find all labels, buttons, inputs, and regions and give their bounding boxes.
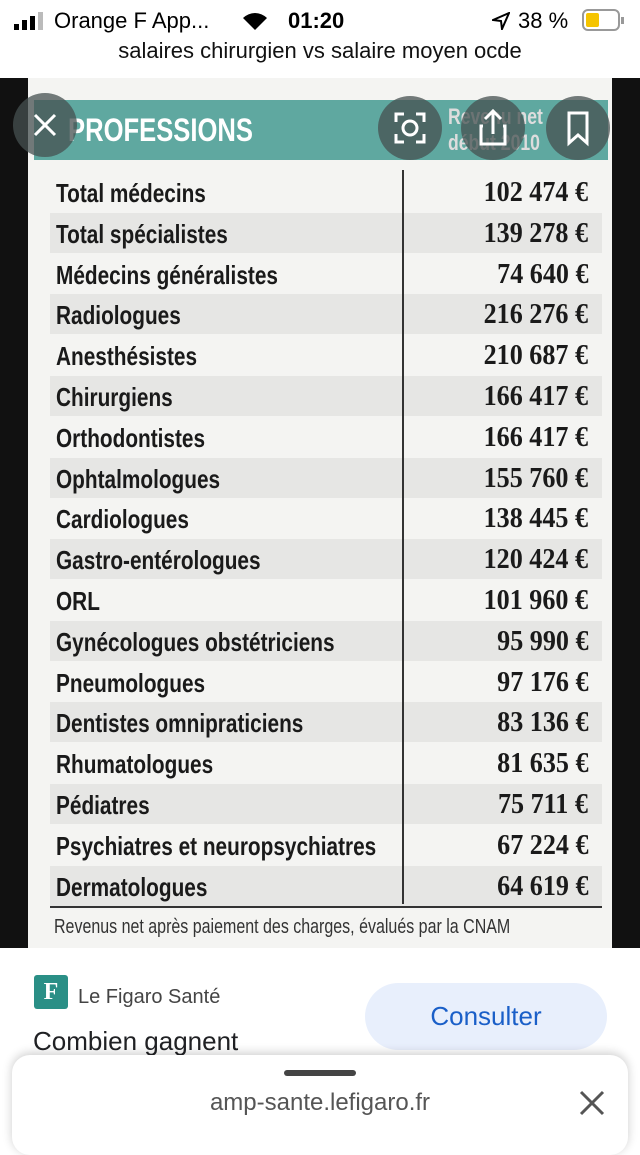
image-viewer: PROFESSIONS Revenu net début 2010 Total …	[0, 78, 640, 948]
table-row: Pédiatres 75 711 €	[50, 784, 602, 824]
close-button[interactable]	[13, 93, 77, 157]
table-row: Orthodontistes 166 417 €	[50, 417, 602, 457]
drag-handle	[284, 1070, 356, 1076]
profession: Total médecins	[56, 178, 206, 208]
signal-icon	[14, 12, 43, 30]
income: 83 136 €	[496, 706, 588, 739]
profession: Gastro-entérologues	[56, 545, 261, 576]
table-row: Rhumatologues 81 635 €	[50, 743, 602, 783]
profession: Orthodontistes	[56, 422, 206, 453]
table-row: Anesthésistes 210 687 €	[50, 335, 602, 375]
battery-level: 38 %	[518, 8, 569, 33]
consult-button[interactable]: Consulter	[365, 983, 607, 1050]
table-row: Ophtalmologues 155 760 €	[50, 457, 602, 498]
site-logo: F	[34, 975, 68, 1009]
table-row: Radiologues 216 276 €	[50, 294, 602, 335]
clock: 01:20	[288, 8, 345, 33]
income: 81 635 €	[496, 747, 588, 780]
income: 74 640 €	[496, 257, 588, 290]
status-bar: Orange F App... 01:20 38 %	[0, 0, 640, 40]
lens-button[interactable]	[378, 96, 442, 160]
income: 97 176 €	[496, 665, 588, 698]
table-rule	[50, 906, 602, 908]
table-row: Dermatologues 64 619 €	[50, 865, 602, 906]
profession: ORL	[56, 586, 100, 616]
table-row: Cardiologues 138 445 €	[50, 498, 602, 538]
table-image: PROFESSIONS Revenu net début 2010 Total …	[28, 78, 612, 948]
share-button[interactable]	[461, 96, 525, 160]
table-row: Gastro-entérologues 120 424 €	[50, 539, 602, 580]
income: 95 990 €	[496, 624, 588, 657]
footnote: Revenus net après paiement des charges, …	[54, 916, 511, 938]
profession: Gynécologues obstétriciens	[56, 626, 335, 657]
table-row: Dentistes omnipraticiens 83 136 €	[50, 702, 602, 743]
profession: Total spécialistes	[56, 218, 228, 249]
save-button[interactable]	[546, 96, 610, 160]
carrier: Orange F App...	[54, 8, 210, 33]
profession: Psychiatres et neuropsychiatres	[56, 830, 377, 861]
profession: Dermatologues	[56, 871, 208, 902]
profession: Cardiologues	[56, 504, 189, 535]
table-row: Gynécologues obstétriciens 95 990 €	[50, 620, 602, 661]
income: 120 424 €	[483, 543, 588, 576]
table-row: Psychiatres et neuropsychiatres 67 224 €	[50, 825, 602, 865]
income: 67 224 €	[496, 828, 588, 861]
wifi-icon	[243, 13, 267, 30]
table-row: ORL 101 960 €	[50, 580, 602, 620]
header-label: PROFESSIONS	[68, 112, 253, 148]
profession: Pneumologues	[56, 667, 206, 698]
headline: Combien gagnent	[33, 1026, 239, 1056]
profession: Pédiatres	[56, 790, 150, 820]
image-title: salaires chirurgien vs salaire moyen ocd…	[118, 38, 522, 63]
table-row: Pneumologues 97 176 €	[50, 662, 602, 702]
profession: Radiologues	[56, 300, 181, 331]
income: 138 445 €	[483, 502, 588, 535]
profession: Médecins généralistes	[56, 259, 278, 290]
income: 64 619 €	[496, 869, 588, 902]
income: 139 278 €	[483, 216, 588, 249]
income: 210 687 €	[483, 339, 588, 372]
profession: Anesthésistes	[56, 341, 198, 372]
table-row: Total spécialistes 139 278 €	[50, 212, 602, 253]
income: 102 474 €	[483, 176, 588, 208]
url: amp-sante.lefigaro.fr	[209, 1089, 431, 1116]
income: 75 711 €	[498, 788, 588, 820]
income: 155 760 €	[483, 461, 588, 494]
profession: Rhumatologues	[56, 749, 214, 780]
table-row: Total médecins 102 474 €	[50, 172, 602, 212]
location-icon	[492, 12, 510, 30]
close-sheet-button[interactable]	[578, 1089, 606, 1117]
url-sheet: amp-sante.lefigaro.fr	[12, 1055, 628, 1155]
profession: Chirurgiens	[56, 382, 173, 412]
table-row: Médecins généralistes 74 640 €	[50, 254, 602, 294]
income: 101 960 €	[483, 584, 588, 616]
column-divider	[402, 170, 404, 904]
battery-icon	[582, 9, 624, 31]
profession: Ophtalmologues	[56, 463, 221, 494]
income: 166 417 €	[483, 420, 588, 453]
source-name: Le Figaro Santé	[78, 986, 221, 1008]
income: 166 417 €	[483, 380, 588, 412]
table-row: Chirurgiens 166 417 €	[50, 376, 602, 416]
income: 216 276 €	[483, 298, 588, 331]
profession: Dentistes omnipraticiens	[56, 708, 304, 739]
